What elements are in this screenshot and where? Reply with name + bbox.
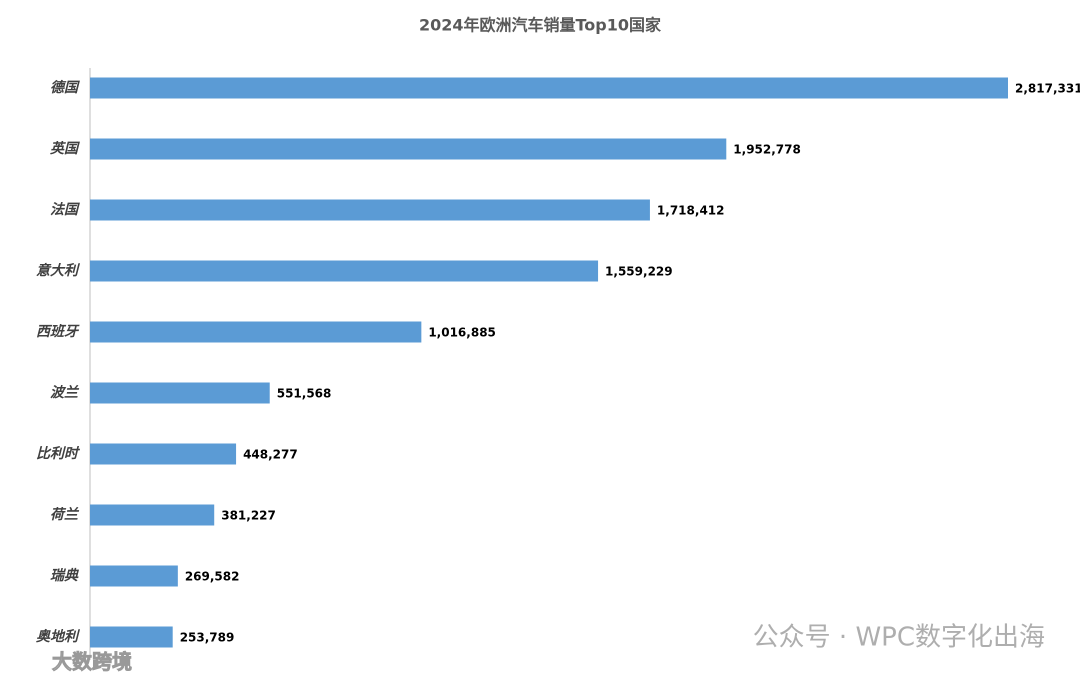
y-tick-label: 西班牙 bbox=[36, 323, 80, 340]
y-tick-label: 意大利 bbox=[36, 262, 81, 279]
bar bbox=[90, 626, 173, 648]
data-label: 1,016,885 bbox=[428, 326, 496, 340]
bar bbox=[90, 321, 422, 343]
watermark: 公众号 · WPC数字化出海 bbox=[753, 623, 1045, 653]
y-tick-label: 荷兰 bbox=[50, 506, 80, 523]
y-tick-label: 波兰 bbox=[50, 384, 80, 401]
bar bbox=[90, 382, 270, 404]
bar bbox=[90, 138, 727, 160]
y-tick-label: 瑞典 bbox=[50, 567, 80, 584]
bar bbox=[90, 77, 1008, 99]
y-tick-label: 法国 bbox=[50, 201, 80, 218]
y-tick-label: 德国 bbox=[50, 79, 80, 96]
bar bbox=[90, 504, 215, 526]
data-label: 253,789 bbox=[180, 631, 235, 645]
bar bbox=[90, 260, 599, 282]
bar bbox=[90, 565, 178, 587]
data-label: 448,277 bbox=[243, 448, 298, 462]
data-label: 2,817,331 bbox=[1015, 82, 1080, 96]
data-label: 1,559,229 bbox=[605, 265, 673, 279]
bar bbox=[90, 199, 650, 221]
data-label: 551,568 bbox=[277, 387, 332, 401]
data-label: 1,718,412 bbox=[657, 204, 725, 218]
data-label: 269,582 bbox=[185, 570, 240, 584]
bar bbox=[90, 443, 237, 465]
watermark: 大数跨境 bbox=[52, 650, 132, 674]
data-label: 381,227 bbox=[221, 509, 276, 523]
y-tick-label: 比利时 bbox=[36, 445, 81, 462]
y-tick-label: 英国 bbox=[49, 140, 80, 157]
y-tick-label: 奥地利 bbox=[36, 628, 81, 645]
chart-title: 2024年欧洲汽车销量Top10国家 bbox=[419, 16, 662, 35]
data-label: 1,952,778 bbox=[733, 143, 801, 157]
